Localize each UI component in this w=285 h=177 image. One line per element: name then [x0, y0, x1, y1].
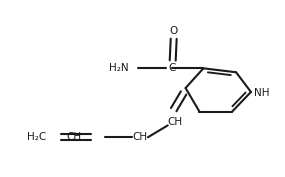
Text: O: O: [170, 26, 178, 36]
Text: H₂C: H₂C: [27, 132, 46, 142]
Text: C: C: [168, 63, 175, 73]
Text: CH: CH: [167, 118, 182, 127]
Text: NH: NH: [254, 88, 269, 98]
Text: CH: CH: [133, 132, 148, 142]
Text: H₂N: H₂N: [109, 63, 128, 73]
Text: CH: CH: [66, 132, 81, 142]
